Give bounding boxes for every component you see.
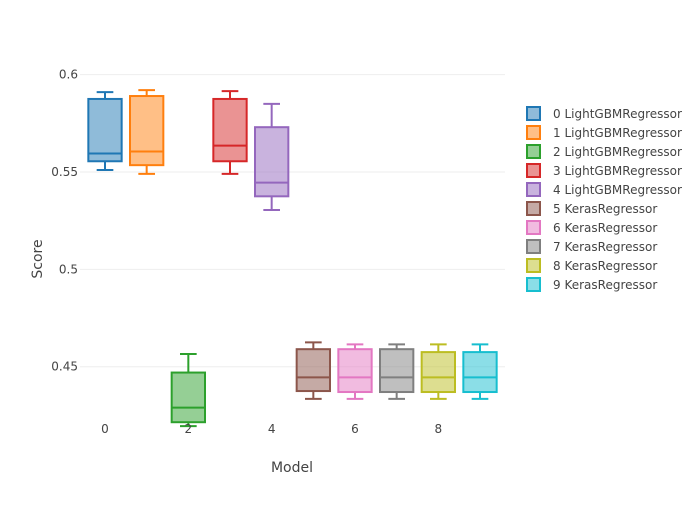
legend-label: 1 LightGBMRegressor	[553, 126, 682, 140]
legend-item[interactable]: 0 LightGBMRegressor	[526, 106, 682, 121]
box-series	[129, 89, 165, 175]
legend-label: 6 KerasRegressor	[553, 221, 657, 235]
legend-swatch	[526, 106, 541, 121]
legend-item[interactable]: 7 KerasRegressor	[526, 239, 657, 254]
legend-label: 9 KerasRegressor	[553, 278, 657, 292]
ticks: 0.45 0.5 0.55 0.6 0 2 4 6 8	[51, 68, 442, 436]
box-series	[379, 343, 415, 400]
legend-label: 4 LightGBMRegressor	[553, 183, 682, 197]
box-series	[254, 102, 290, 211]
legend-item[interactable]: 2 LightGBMRegressor	[526, 144, 682, 159]
box-series	[87, 91, 123, 172]
legend-swatch	[526, 144, 541, 159]
iqr-box	[420, 351, 456, 394]
legend-item[interactable]: 4 LightGBMRegressor	[526, 182, 682, 197]
box-series	[462, 343, 498, 400]
box-series	[212, 90, 248, 175]
legend-label: 0 LightGBMRegressor	[553, 107, 682, 121]
boxes	[87, 89, 498, 428]
legend-label: 8 KerasRegressor	[553, 259, 657, 273]
legend-swatch	[526, 163, 541, 178]
x-tick-label: 6	[351, 422, 359, 436]
x-tick-label: 0	[101, 422, 109, 436]
legend[interactable]: 0 LightGBMRegressor 1 LightGBMRegressor 2 …	[526, 106, 682, 292]
iqr-box	[295, 348, 331, 393]
box-series	[420, 343, 456, 400]
iqr-box	[254, 126, 290, 198]
legend-item[interactable]: 3 LightGBMRegressor	[526, 163, 682, 178]
iqr-box	[129, 95, 165, 167]
legend-swatch	[526, 258, 541, 273]
legend-swatch	[526, 239, 541, 254]
legend-label: 3 LightGBMRegressor	[553, 164, 682, 178]
legend-swatch	[526, 182, 541, 197]
iqr-box	[462, 351, 498, 394]
y-tick-label: 0.6	[59, 68, 78, 82]
iqr-box	[87, 97, 123, 163]
y-tick-label: 0.55	[51, 165, 78, 179]
legend-item[interactable]: 5 KerasRegressor	[526, 201, 657, 216]
legend-item[interactable]: 1 LightGBMRegressor	[526, 125, 682, 140]
box-series	[337, 343, 373, 400]
x-axis-title: Model	[271, 460, 313, 476]
legend-label: 2 LightGBMRegressor	[553, 145, 682, 159]
iqr-box	[170, 371, 207, 424]
iqr-box	[379, 348, 415, 394]
iqr-box	[337, 348, 373, 394]
legend-label: 5 KerasRegressor	[553, 202, 657, 216]
legend-item[interactable]: 6 KerasRegressor	[526, 220, 657, 235]
y-tick-label: 0.45	[51, 360, 78, 374]
y-tick-label: 0.5	[59, 262, 78, 276]
y-axis-title: Score	[30, 239, 46, 278]
iqr-box	[212, 97, 248, 163]
legend-swatch	[526, 201, 541, 216]
legend-swatch	[526, 220, 541, 235]
x-tick-label: 4	[268, 422, 276, 436]
legend-swatch	[526, 277, 541, 292]
legend-item[interactable]: 8 KerasRegressor	[526, 258, 657, 273]
x-tick-label: 2	[185, 422, 193, 436]
legend-swatch	[526, 125, 541, 140]
box-series	[295, 341, 331, 400]
x-tick-label: 8	[435, 422, 443, 436]
legend-item[interactable]: 9 KerasRegressor	[526, 277, 657, 292]
legend-label: 7 KerasRegressor	[553, 240, 657, 254]
box-series	[170, 353, 207, 428]
